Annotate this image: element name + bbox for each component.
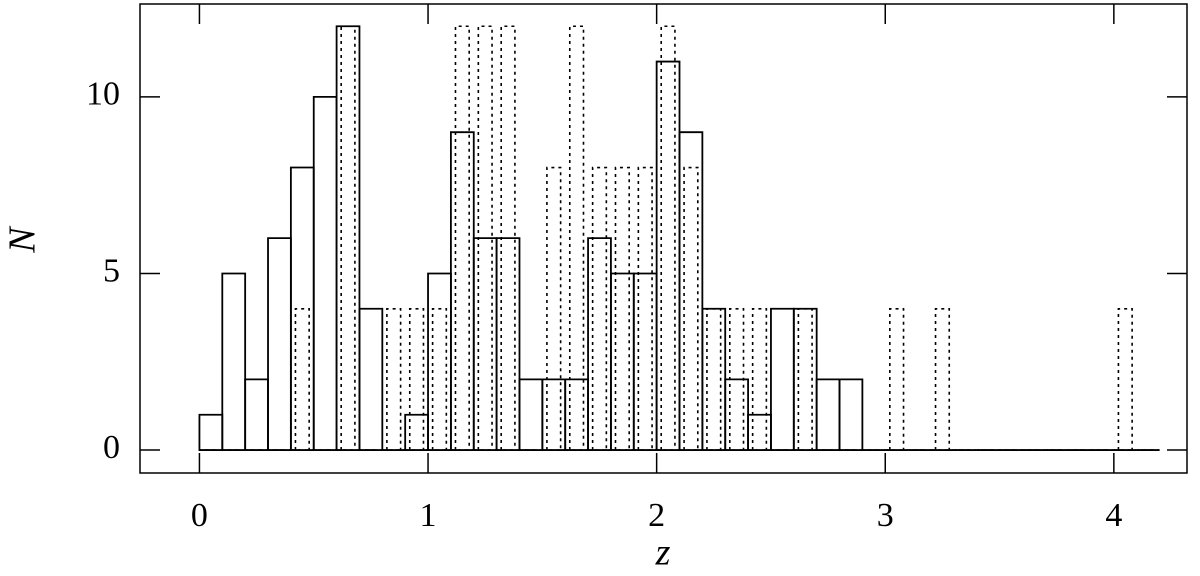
bar bbox=[454, 25, 470, 451]
bar bbox=[500, 25, 516, 451]
x-tick-label: 0 bbox=[191, 497, 208, 534]
bar bbox=[747, 413, 772, 451]
bar bbox=[614, 166, 631, 451]
bar bbox=[591, 166, 608, 451]
x-axis-label: z bbox=[655, 532, 671, 574]
bar bbox=[358, 307, 384, 451]
bar bbox=[792, 307, 818, 451]
bar bbox=[427, 272, 452, 451]
bar bbox=[431, 307, 448, 451]
y-tick-label: 10 bbox=[86, 76, 120, 113]
bar bbox=[408, 307, 425, 451]
bar bbox=[724, 378, 749, 451]
x-tick-label: 1 bbox=[420, 497, 437, 534]
y-axis-label: N bbox=[2, 225, 44, 254]
bar bbox=[564, 378, 589, 451]
bar bbox=[637, 166, 653, 451]
bar bbox=[221, 272, 247, 451]
bar bbox=[678, 131, 704, 451]
bar bbox=[386, 307, 402, 451]
bar bbox=[495, 237, 521, 451]
bar bbox=[815, 378, 841, 451]
bar bbox=[751, 307, 768, 451]
bar bbox=[198, 413, 224, 451]
x-tick-label: 3 bbox=[877, 497, 894, 534]
bar bbox=[518, 378, 544, 451]
bar bbox=[632, 272, 658, 451]
bar bbox=[610, 272, 635, 451]
bar bbox=[244, 378, 269, 451]
bar bbox=[340, 25, 356, 451]
bar bbox=[546, 166, 562, 451]
y-tick-label: 5 bbox=[103, 252, 120, 289]
bar bbox=[683, 166, 699, 451]
bar bbox=[335, 25, 361, 451]
bar bbox=[797, 307, 813, 451]
bar bbox=[267, 237, 292, 451]
bar bbox=[838, 378, 864, 451]
bar bbox=[701, 307, 727, 451]
bar bbox=[312, 95, 338, 451]
x-tick-label: 4 bbox=[1105, 497, 1122, 534]
bar bbox=[889, 307, 905, 451]
bar bbox=[728, 307, 745, 451]
plot-frame bbox=[139, 3, 1188, 474]
bar bbox=[660, 25, 676, 451]
bar bbox=[1117, 307, 1133, 451]
bar bbox=[294, 307, 310, 451]
x-tick-label: 2 bbox=[648, 497, 665, 534]
bar bbox=[477, 25, 493, 451]
bar bbox=[706, 307, 722, 451]
bar bbox=[450, 131, 475, 451]
bar bbox=[472, 237, 498, 451]
bar bbox=[541, 378, 567, 451]
bar bbox=[404, 413, 429, 451]
bar bbox=[587, 237, 612, 451]
bar bbox=[655, 60, 681, 451]
bar bbox=[568, 25, 585, 451]
bar bbox=[770, 307, 795, 451]
y-tick-label: 0 bbox=[103, 429, 120, 466]
bar bbox=[934, 307, 951, 451]
